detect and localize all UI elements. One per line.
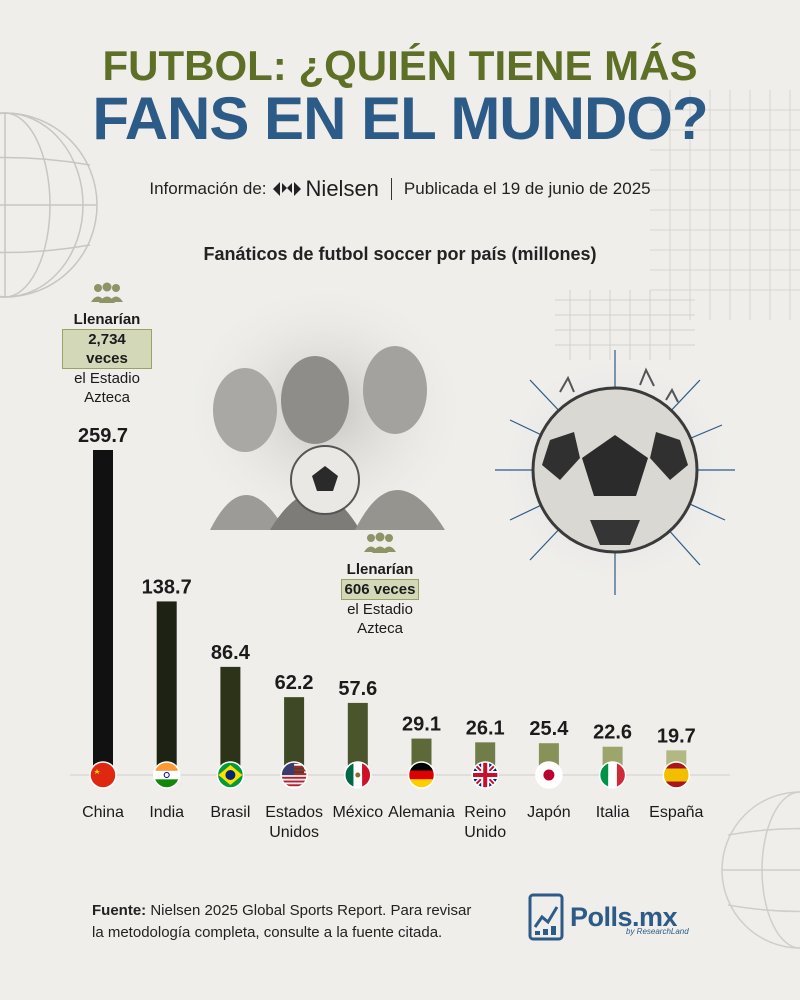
polls-mx-wordmark: Polls.mx bbox=[570, 901, 678, 932]
india-flag-icon bbox=[152, 761, 181, 789]
grid-pattern-decoration-small bbox=[555, 290, 695, 360]
polls-mx-logo: Polls.mx by ResearchLand bbox=[528, 893, 689, 941]
callout-2-line3: el Estadio bbox=[347, 601, 413, 618]
value-label: 259.7 bbox=[78, 425, 128, 447]
polls-mx-subtext: by ResearchLand bbox=[626, 927, 689, 936]
germany-flag-icon bbox=[407, 761, 436, 789]
brazil-flag-icon bbox=[216, 761, 245, 789]
callout-mexico: Llenarían 606 veces el Estadio Azteca bbox=[335, 532, 425, 638]
chart-logo-icon bbox=[528, 893, 564, 941]
china-flag-icon bbox=[89, 761, 117, 789]
globe-outline-decoration bbox=[0, 112, 98, 298]
title-line-2: FANS EN EL MUNDO? bbox=[92, 85, 708, 152]
value-label: 86.4 bbox=[211, 642, 251, 664]
category-label: China bbox=[82, 804, 124, 821]
category-label: India bbox=[149, 804, 184, 821]
footer-source-text: Nielsen 2025 Global Sports Report. Para … bbox=[92, 902, 472, 941]
italy-flag-icon bbox=[598, 761, 627, 789]
bar-china bbox=[93, 450, 113, 775]
mexico-flag-icon bbox=[344, 761, 372, 789]
value-label: 25.4 bbox=[529, 718, 569, 740]
category-label: México bbox=[332, 804, 383, 821]
japan-flag-icon bbox=[535, 761, 563, 789]
callout-china: Llenarían 2,734 veces el Estadio Azteca bbox=[62, 282, 152, 407]
value-label: 29.1 bbox=[402, 714, 441, 736]
category-label: Alemania bbox=[388, 804, 455, 821]
chart-title: Fanáticos de futbol soccer por país (mil… bbox=[203, 244, 597, 264]
category-label: Japón bbox=[527, 804, 571, 821]
callout-2-line1: Llenarían bbox=[346, 561, 414, 578]
value-label: 62.2 bbox=[275, 672, 314, 694]
footer-source: Fuente: Nielsen 2025 Global Sports Repor… bbox=[92, 900, 482, 944]
value-label: 19.7 bbox=[657, 725, 696, 747]
callout-2-line4: Azteca bbox=[357, 620, 403, 637]
callout-1-line1: Llenarían bbox=[73, 311, 141, 328]
bar-estados-unidos bbox=[284, 697, 305, 775]
fans-photo-illustration bbox=[190, 290, 460, 530]
nielsen-logo: Nielsen bbox=[272, 176, 379, 202]
bar-brasil bbox=[220, 666, 241, 775]
published-date: Publicada el 19 de junio de 2025 bbox=[403, 179, 651, 198]
value-label: 26.1 bbox=[466, 717, 505, 739]
usa-flag-icon bbox=[280, 761, 308, 789]
soccer-ball-globe-illustration bbox=[493, 348, 737, 595]
callout-1-line3: el Estadio bbox=[74, 370, 140, 387]
nielsen-mark-icon bbox=[272, 182, 301, 196]
bar-india bbox=[156, 601, 177, 775]
uk-flag-icon bbox=[471, 761, 499, 789]
callout-1-highlight: 2,734 veces bbox=[62, 329, 152, 369]
value-label: 22.6 bbox=[593, 722, 632, 744]
spain-flag-icon bbox=[662, 761, 691, 789]
people-icon bbox=[364, 532, 396, 553]
bar-chart: 259.7 China 138.7 India 86.4 Brasil 62.2 Estado… bbox=[60, 400, 740, 850]
category-label: Brasil bbox=[210, 804, 250, 821]
value-label: 138.7 bbox=[142, 576, 192, 598]
footer-source-label: Fuente: bbox=[92, 902, 147, 919]
bar-chart-svg: 259.7 China 138.7 India 86.4 Brasil 62.2 Estado… bbox=[70, 425, 730, 841]
callout-2-highlight: 606 veces bbox=[340, 579, 420, 600]
source-prefix: Información de: bbox=[149, 179, 267, 198]
title-line-1: FUTBOL: ¿QUIÉN TIENE MÁS bbox=[102, 42, 698, 89]
people-icon bbox=[91, 282, 123, 303]
bar-méxico bbox=[347, 702, 368, 775]
grid-pattern-decoration bbox=[650, 90, 800, 320]
globe-outline-decoration-bottom bbox=[721, 791, 800, 949]
value-label: 57.6 bbox=[338, 678, 377, 700]
category-label: Estados Unidos bbox=[265, 804, 323, 841]
category-label: España bbox=[649, 804, 703, 821]
nielsen-wordmark: Nielsen bbox=[305, 176, 379, 201]
category-label: Reino Unido bbox=[464, 804, 506, 841]
callout-1-line4: Azteca bbox=[84, 389, 130, 406]
divider bbox=[390, 178, 392, 200]
source-attribution: Información de: Nielsen Publicada el 19 … bbox=[0, 176, 800, 202]
category-label: Italia bbox=[596, 804, 630, 821]
